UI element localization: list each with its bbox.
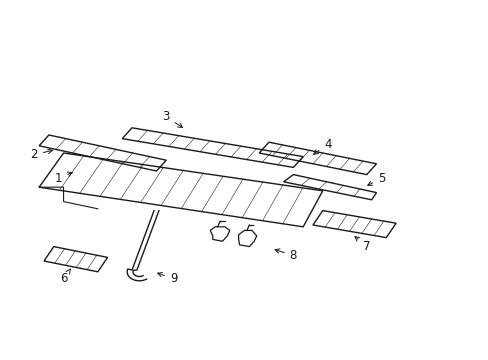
Text: 1: 1 (55, 172, 72, 185)
Text: 4: 4 (313, 138, 331, 154)
Text: 3: 3 (162, 111, 182, 127)
Text: 8: 8 (275, 249, 297, 262)
Text: 6: 6 (60, 269, 70, 285)
Text: 7: 7 (354, 237, 370, 253)
Text: 2: 2 (30, 148, 52, 161)
Text: 5: 5 (367, 172, 385, 185)
Text: 9: 9 (157, 273, 177, 285)
